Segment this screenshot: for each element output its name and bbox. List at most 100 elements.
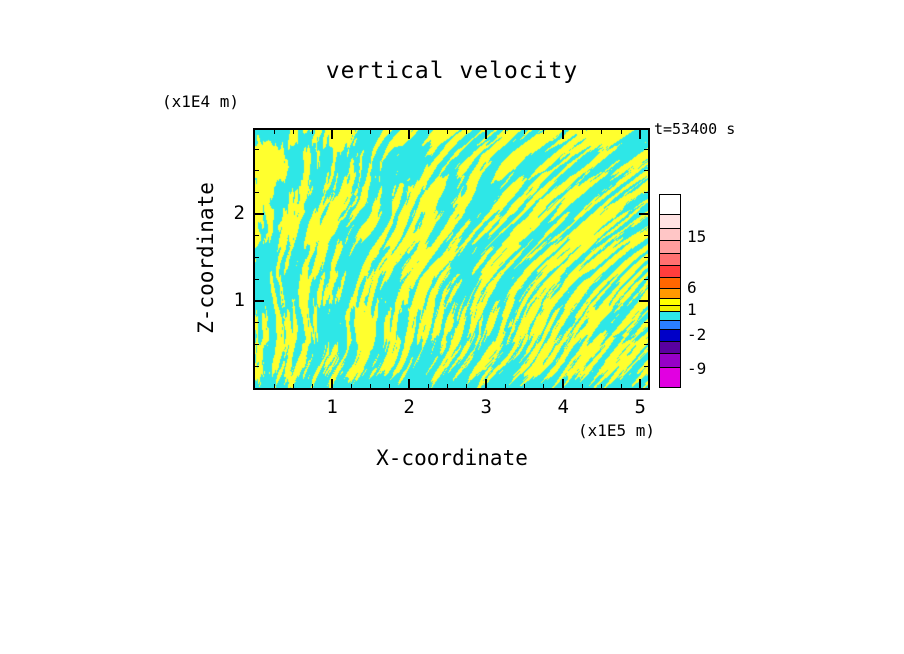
axis-tick	[255, 257, 259, 259]
chart-title: vertical velocity	[325, 58, 579, 84]
axis-tick	[639, 213, 648, 216]
x-tick-label: 2	[403, 396, 415, 418]
axis-tick	[639, 300, 648, 303]
axis-tick	[255, 170, 259, 172]
colorbar-segment	[660, 278, 680, 289]
axis-tick	[427, 384, 429, 388]
x-tick-label: 4	[557, 396, 569, 418]
axis-tick	[331, 130, 334, 139]
axis-tick	[644, 235, 648, 237]
axis-tick	[543, 384, 545, 388]
axis-tick	[312, 384, 314, 388]
axis-tick	[644, 170, 648, 172]
axis-tick	[255, 213, 264, 216]
axis-tick	[408, 379, 411, 388]
axis-tick	[639, 130, 642, 139]
axis-tick	[485, 379, 488, 388]
axis-tick	[504, 130, 506, 134]
colorbar-segment	[660, 312, 680, 322]
colorbar-segment	[660, 266, 680, 278]
axis-tick	[504, 384, 506, 388]
x-tick-label: 3	[480, 396, 492, 418]
axis-tick	[331, 379, 334, 388]
axis-tick	[620, 130, 622, 134]
axis-tick	[293, 384, 295, 388]
axis-tick	[644, 278, 648, 280]
y-tick-label: 1	[233, 289, 245, 312]
colorbar-segment	[660, 341, 680, 355]
axis-tick	[370, 130, 372, 134]
colorbar-segment	[660, 241, 680, 254]
colorbar-label: -2	[687, 325, 707, 345]
axis-tick	[370, 384, 372, 388]
colorbar	[659, 194, 681, 388]
axis-tick	[350, 384, 352, 388]
axis-tick	[255, 300, 264, 303]
colorbar-label: 1	[687, 300, 697, 320]
colorbar-label: 6	[687, 278, 697, 298]
axis-tick	[312, 130, 314, 134]
axis-tick	[427, 130, 429, 134]
colorbar-segment	[660, 305, 680, 313]
axis-tick	[389, 384, 391, 388]
colorbar-segment	[660, 288, 680, 300]
axis-tick	[582, 130, 583, 134]
axis-tick	[644, 344, 648, 346]
colorbar-segment	[660, 330, 680, 342]
axis-tick	[562, 130, 565, 139]
velocity-field-canvas	[255, 130, 648, 388]
time-annotation: t=53400 s	[654, 120, 736, 138]
colorbar-segment	[660, 253, 680, 267]
axis-tick	[255, 278, 259, 280]
axis-tick	[255, 365, 259, 367]
x-tick-label: 1	[326, 396, 338, 418]
colorbar-label: 15	[687, 227, 707, 247]
axis-tick	[255, 192, 259, 194]
axis-tick	[255, 235, 259, 237]
axis-tick	[389, 130, 391, 134]
axis-tick	[408, 130, 411, 139]
axis-tick	[601, 384, 603, 388]
axis-tick	[273, 130, 275, 134]
colorbar-segment	[660, 228, 680, 242]
axis-tick	[524, 384, 526, 388]
axis-tick	[644, 257, 648, 259]
axis-tick	[644, 322, 648, 324]
axis-tick	[255, 344, 259, 346]
axis-tick	[466, 384, 468, 388]
axis-tick	[644, 365, 648, 367]
axis-tick	[644, 148, 648, 150]
colorbar-segment	[660, 195, 680, 215]
axis-tick	[485, 130, 488, 139]
x-tick-label: 5	[634, 396, 646, 418]
axis-tick	[582, 384, 583, 388]
axis-tick	[562, 379, 565, 388]
x-axis-label: X-coordinate	[376, 446, 528, 470]
axis-tick	[543, 130, 545, 134]
axis-tick	[447, 384, 449, 388]
axis-tick	[255, 148, 259, 150]
colorbar-segment	[660, 367, 680, 387]
axis-tick	[293, 130, 295, 134]
colorbar-segment	[660, 321, 680, 330]
axis-tick	[447, 130, 449, 134]
x-axis-units: (x1E5 m)	[577, 421, 655, 440]
colorbar-labels: 15 6 1 -2 -9	[687, 194, 741, 386]
colorbar-segment	[660, 299, 680, 306]
plot-frame: 1 2 3 4 5 1 2	[234, 128, 650, 418]
axis-tick	[601, 130, 603, 134]
axis-tick	[350, 130, 352, 134]
colorbar-segment	[660, 214, 680, 229]
axis-tick	[255, 322, 259, 324]
axis-tick	[639, 379, 642, 388]
colorbar-label: -9	[687, 358, 707, 378]
colorbar-segment	[660, 354, 680, 368]
y-tick-label: 2	[233, 202, 245, 225]
axis-tick	[644, 192, 648, 194]
axis-tick	[620, 384, 622, 388]
axis-tick	[524, 130, 526, 134]
y-axis-units: (x1E4 m)	[162, 92, 240, 111]
axis-tick	[273, 384, 275, 388]
axis-tick	[466, 130, 468, 134]
